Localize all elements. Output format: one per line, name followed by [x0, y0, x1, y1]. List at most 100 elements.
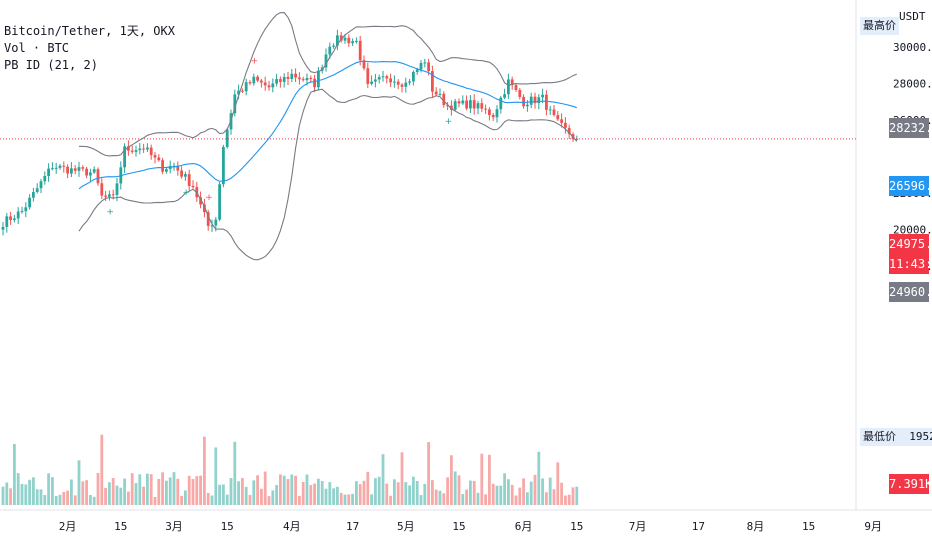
candle-body — [499, 97, 503, 110]
volume-bar — [317, 478, 320, 505]
volume-bar — [491, 483, 495, 505]
volume-bar — [24, 484, 28, 505]
candle-body — [415, 69, 419, 73]
volume-bar — [465, 489, 468, 505]
candle-body — [526, 104, 529, 107]
candle-body — [343, 37, 347, 41]
candle-body — [408, 81, 411, 83]
volume-bar — [358, 484, 362, 505]
legend-indicator[interactable]: PB ID (21, 2) — [4, 58, 98, 72]
candle-body — [16, 211, 20, 219]
volume-bar — [168, 477, 172, 505]
candle-body — [54, 167, 58, 169]
candle-body — [73, 168, 77, 171]
candle-body — [100, 183, 104, 196]
legend-symbol[interactable]: Bitcoin/Tether, 1天, OKX — [4, 24, 175, 38]
price-axis-unit: USDT — [899, 10, 926, 23]
volume-bar — [184, 490, 187, 505]
candle-body — [267, 85, 271, 88]
volume-bar — [484, 494, 487, 505]
candle-body — [237, 90, 240, 95]
volume-bar — [320, 481, 324, 505]
candle-body — [28, 197, 31, 208]
volume-bar — [434, 489, 438, 505]
candle-body — [450, 105, 453, 110]
candle-body — [32, 192, 35, 198]
candle-body — [339, 35, 343, 41]
volume-bar — [267, 496, 271, 505]
volume-bar — [20, 484, 24, 505]
candle-body — [510, 79, 514, 86]
time-tick-label: 15 — [802, 520, 815, 533]
candle-body — [206, 212, 210, 226]
candle-body — [127, 146, 130, 151]
volume-bar — [256, 475, 259, 505]
candle-body — [358, 40, 362, 61]
volume-bar — [199, 475, 202, 505]
candle-body — [218, 184, 221, 220]
volume-bar — [153, 496, 157, 505]
candle-body — [484, 108, 487, 110]
volume-bar — [161, 472, 164, 505]
candle-body — [161, 160, 164, 172]
volume-bar — [233, 441, 237, 505]
candle-body — [81, 167, 85, 169]
volume-bar — [518, 487, 522, 505]
candle-body — [336, 35, 339, 46]
volume-bar — [282, 475, 286, 505]
candle-body — [39, 181, 43, 189]
candle-body — [309, 77, 313, 79]
candle-body — [495, 109, 499, 118]
candle-body — [111, 194, 115, 196]
volume-bar — [567, 494, 571, 505]
volume-bar — [526, 492, 529, 505]
volume-bar — [370, 494, 373, 505]
candle-body — [381, 76, 385, 78]
candle-body — [529, 96, 533, 105]
signal-marker: + — [182, 188, 190, 198]
candle-body — [222, 146, 225, 185]
candle-body — [9, 216, 12, 220]
candle-body — [176, 165, 180, 171]
volume-bar — [560, 482, 563, 505]
candle-body — [123, 146, 126, 168]
volume-bar — [210, 495, 214, 505]
candle-body — [442, 93, 446, 105]
candle-body — [58, 165, 62, 168]
volume-bar — [412, 476, 415, 505]
volume-bar — [366, 471, 370, 505]
candle-body — [244, 82, 248, 92]
volume-bar — [149, 474, 153, 505]
volume-bar — [81, 481, 85, 505]
volume-bar — [495, 485, 499, 505]
volume-bar — [66, 490, 69, 505]
volume-bar — [134, 483, 138, 505]
candle-body — [351, 41, 354, 44]
volume-bar — [138, 474, 142, 505]
volume-bar — [225, 494, 229, 505]
volume-bar — [244, 486, 248, 505]
last-price-label: 24975.8 — [889, 234, 932, 254]
candle-body — [533, 96, 537, 104]
volume-bar — [469, 480, 472, 505]
volume-bar — [271, 490, 275, 505]
volume-bar — [389, 495, 392, 505]
volume-bar — [301, 481, 305, 505]
volume-bar — [165, 480, 168, 505]
candle-body — [374, 79, 377, 82]
candle-body — [203, 204, 206, 213]
candle-body — [434, 91, 438, 95]
candle-body — [564, 122, 567, 128]
volume-bar — [548, 477, 552, 505]
volume-bar — [339, 492, 343, 505]
candle-body — [263, 82, 267, 86]
legend-volume[interactable]: Vol · BTC — [4, 41, 70, 55]
candle-body — [225, 129, 229, 147]
volume-bar — [408, 485, 411, 505]
volume-bar — [332, 488, 335, 505]
candle-body — [488, 109, 491, 116]
candle-body — [461, 100, 465, 104]
volume-bar — [157, 478, 161, 505]
candle-body — [134, 150, 138, 152]
